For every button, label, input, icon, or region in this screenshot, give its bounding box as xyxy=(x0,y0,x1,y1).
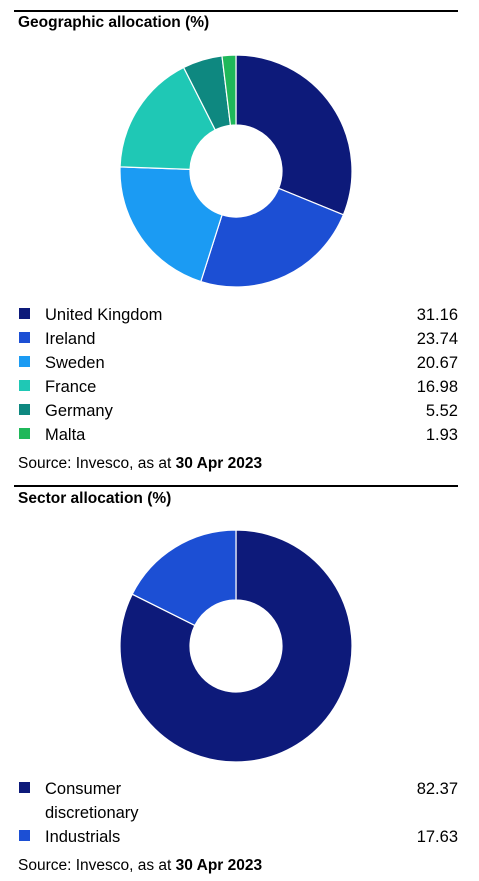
legend-swatch xyxy=(19,782,30,793)
legend-value: 23.74 xyxy=(416,330,458,348)
geographic-allocation-section: Geographic allocation (%) United Kingdom… xyxy=(14,0,458,480)
legend-swatch xyxy=(19,380,30,391)
legend-item-consumer-discretionary: Consumer discretionary 82.37 xyxy=(18,777,458,825)
legend-swatch xyxy=(19,308,30,319)
slice-industrials xyxy=(131,529,237,627)
chart-title: Geographic allocation (%) xyxy=(18,14,210,31)
source-date: 30 Apr 2023 xyxy=(175,455,263,472)
sector-legend: Consumer discretionary 82.37 Industrials… xyxy=(18,777,458,849)
slice-ireland xyxy=(200,187,345,288)
legend-label: Sweden xyxy=(45,354,105,372)
legend-swatch xyxy=(19,332,30,343)
legend-item-sweden: Sweden 20.67 xyxy=(18,351,458,375)
sector-allocation-section: Sector allocation (%) Consumer discretio… xyxy=(14,480,458,881)
legend-label: United Kingdom xyxy=(45,306,163,324)
top-rule xyxy=(14,10,458,12)
legend-label: Malta xyxy=(45,426,86,444)
legend-label: France xyxy=(45,378,97,396)
legend-label: Ireland xyxy=(45,330,96,348)
legend-label-line: Consumer xyxy=(45,780,122,798)
source-prefix: Source: Invesco, as at xyxy=(18,455,176,472)
legend-label-line: discretionary xyxy=(45,804,139,822)
legend-value: 82.37 xyxy=(416,780,458,798)
legend-value: 5.52 xyxy=(425,402,458,420)
legend-label: Industrials xyxy=(45,828,121,846)
legend-swatch xyxy=(19,428,30,439)
legend-swatch xyxy=(19,404,30,415)
geographic-donut-chart xyxy=(119,54,353,288)
legend-label: Germany xyxy=(45,402,113,420)
legend-item-malta: Malta 1.93 xyxy=(18,423,458,447)
legend-label: Consumer discretionary xyxy=(45,777,345,825)
legend-swatch xyxy=(19,356,30,367)
slice-sweden xyxy=(119,166,223,283)
legend-item-ireland: Ireland 23.74 xyxy=(18,327,458,351)
legend-value: 17.63 xyxy=(416,828,458,846)
sector-donut-chart xyxy=(119,529,353,763)
slice-malta xyxy=(221,54,237,127)
legend-item-industrials: Industrials 17.63 xyxy=(18,825,458,849)
legend-item-france: France 16.98 xyxy=(18,375,458,399)
legend-item-united-kingdom: United Kingdom 31.16 xyxy=(18,303,458,327)
source-note: Source: Invesco, as at 30 Apr 2023 xyxy=(18,455,262,473)
geographic-legend: United Kingdom 31.16 Ireland 23.74 Swede… xyxy=(18,303,458,447)
source-note: Source: Invesco, as at 30 Apr 2023 xyxy=(18,857,262,875)
section-rule xyxy=(14,485,458,487)
legend-value: 20.67 xyxy=(416,354,458,372)
legend-swatch xyxy=(19,830,30,841)
chart-title: Sector allocation (%) xyxy=(18,490,172,507)
slice-united-kingdom xyxy=(235,54,353,216)
legend-value: 16.98 xyxy=(416,378,458,396)
source-prefix: Source: Invesco, as at xyxy=(18,857,176,874)
legend-item-germany: Germany 5.52 xyxy=(18,399,458,423)
source-date: 30 Apr 2023 xyxy=(175,857,263,874)
slice-france xyxy=(119,66,217,170)
legend-value: 1.93 xyxy=(425,426,458,444)
slice-consumer-discretionary xyxy=(119,529,353,763)
legend-value: 31.16 xyxy=(416,306,458,324)
